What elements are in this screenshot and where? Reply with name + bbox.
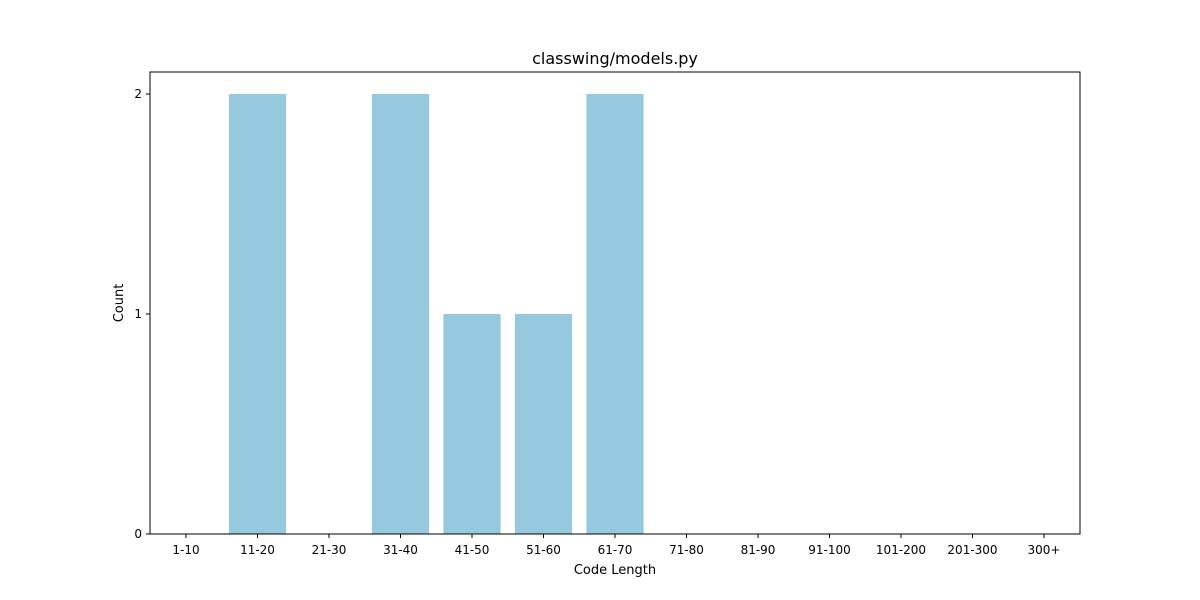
x-tick-label: 101-200 <box>876 543 926 557</box>
bar-31-40 <box>371 94 430 534</box>
x-axis-label: Code Length <box>574 563 656 578</box>
x-tick-label: 91-100 <box>808 543 851 557</box>
x-tick-label: 31-40 <box>383 543 418 557</box>
y-tick-label: 0 <box>134 527 142 541</box>
y-tick-label: 1 <box>134 307 142 321</box>
bar-11-20 <box>228 94 287 534</box>
x-tick-label: 1-10 <box>172 543 199 557</box>
x-tick-label: 51-60 <box>526 543 561 557</box>
bar-61-70 <box>586 94 644 534</box>
chart-title: classwing/models.py <box>532 49 698 68</box>
x-tick-label: 41-50 <box>455 543 490 557</box>
x-tick-label: 11-20 <box>240 543 275 557</box>
x-tick-label: 21-30 <box>312 543 347 557</box>
bar-41-50 <box>443 314 501 534</box>
x-tick-label: 81-90 <box>741 543 776 557</box>
bars-group <box>228 94 644 534</box>
x-axis: 1-10 11-20 21-30 31-40 41-50 51-60 61-70 71-80 8… <box>172 534 1060 557</box>
x-tick-label: 61-70 <box>598 543 633 557</box>
x-tick-label: 201-300 <box>947 543 997 557</box>
y-tick-label: 2 <box>134 87 142 101</box>
x-tick-label: 300+ <box>1028 543 1061 557</box>
x-tick-label: 71-80 <box>669 543 704 557</box>
y-axis-label: Count <box>112 284 127 323</box>
y-axis: 0 1 2 <box>134 87 150 541</box>
bar-51-60 <box>514 314 573 534</box>
